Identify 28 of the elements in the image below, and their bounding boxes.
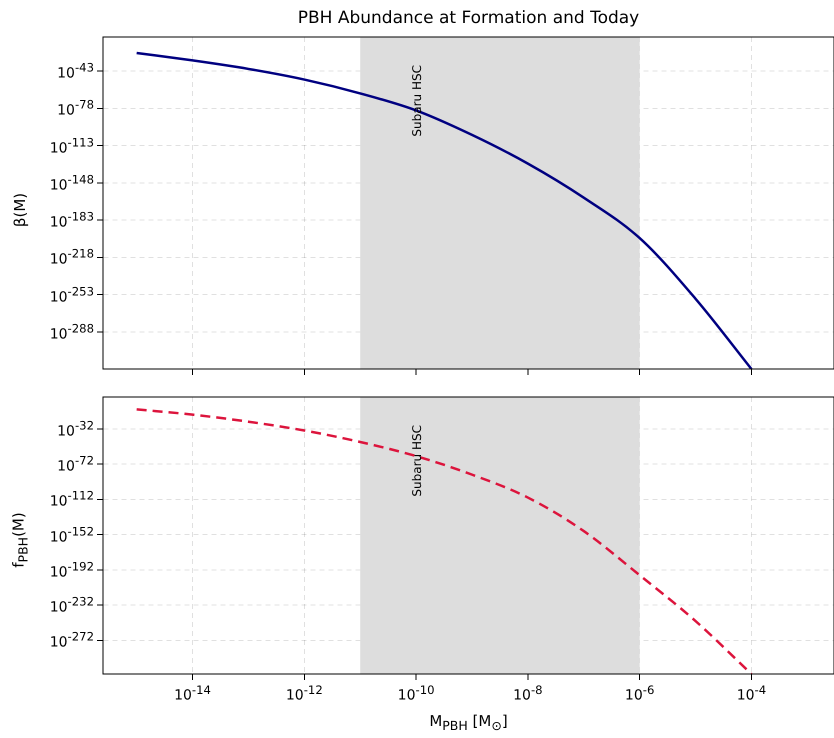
y-tick-label: 10$^{-232}$ (50, 594, 94, 616)
x-tick-label: 10$^{-12}$ (286, 683, 323, 704)
y-tick-label: 10$^{-192}$ (50, 560, 94, 580)
y-tick-label: 10$^{-72}$ (57, 454, 94, 474)
x-tick-label: 10$^{-14}$ (174, 683, 211, 704)
y-axis-title: β(M) (11, 192, 29, 228)
x-tick-label: 10$^{-10}$ (398, 683, 435, 704)
line-series (135, 52, 753, 369)
x-tick-label: 10$^{-6}$ (624, 683, 654, 704)
x-tick-label: 10$^{-8}$ (513, 683, 543, 704)
y-tick-label: 10$^{-152}$ (50, 524, 94, 545)
y-tick-label: 10$^{-272}$ (50, 630, 94, 651)
x-tick-label: 10$^{-4}$ (736, 683, 766, 704)
y-tick-label: 10$^{-78}$ (57, 98, 94, 119)
y-tick-label: 10$^{-218}$ (50, 246, 94, 268)
y-tick-label: 10$^{-288}$ (50, 321, 94, 342)
x-axis-title: M$_{PBH}$ [M$_{⊙}$] (428, 712, 509, 733)
line-series (135, 408, 753, 674)
y-tick-label: 10$^{-183}$ (50, 210, 94, 230)
y-tick-label: 10$^{-253}$ (50, 284, 94, 305)
chart-title: PBH Abundance at Formation and Today (296, 8, 640, 28)
y-tick-label: 10$^{-112}$ (50, 489, 94, 510)
y-tick-label: 10$^{-148}$ (50, 172, 94, 194)
band-label: Subaru HSC (410, 425, 424, 497)
y-tick-label: 10$^{-32}$ (57, 418, 94, 440)
band-label: Subaru HSC (410, 65, 424, 137)
y-tick-label: 10$^{-113}$ (50, 135, 94, 156)
y-tick-label: 10$^{-43}$ (57, 60, 94, 82)
